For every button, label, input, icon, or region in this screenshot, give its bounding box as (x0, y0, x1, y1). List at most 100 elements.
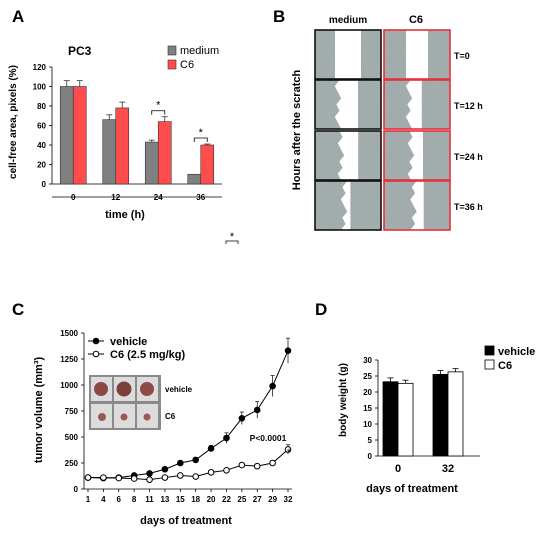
x-tick-label: 32 (442, 463, 454, 475)
x-tick-label: 12 (111, 193, 120, 202)
legend-label: vehicle (110, 336, 147, 348)
time-label: T=36 h (454, 202, 483, 212)
x-tick-label: 18 (191, 495, 200, 504)
scratch-image-grid: T=0 T=12 h T=24 h T=36 h (314, 29, 483, 231)
y-tick-label: 60 (37, 122, 46, 131)
scratch-gap (337, 131, 359, 180)
legend-swatch-vehicle (484, 345, 495, 356)
panel-a: A PC3 cell-free area, pixels (%) time (h… (8, 7, 222, 221)
x-tick-label: 13 (160, 495, 169, 504)
data-point-vehicle (238, 414, 246, 422)
x-tick-label: 22 (222, 495, 231, 504)
data-point-vehicle (207, 445, 215, 452)
data-point-c6 (284, 446, 292, 453)
y-tick-label: 500 (65, 433, 79, 442)
inset-label-vehicle: vehicle (165, 385, 193, 394)
y-tick-label: 1500 (60, 329, 78, 338)
scratch-gap (407, 131, 423, 180)
legend-label: C6 (180, 59, 194, 71)
legend-swatch-c6 (167, 59, 177, 70)
x-axis-label: days of treatment (366, 483, 458, 495)
x-tick-label: 27 (253, 495, 262, 504)
data-point-vehicle (192, 456, 199, 464)
x-tick-label: 20 (207, 495, 216, 504)
tumor-c6 (120, 413, 128, 421)
y-tick-label: 40 (37, 141, 46, 150)
scratch-gap (410, 181, 424, 230)
x-axis-label: days of treatment (140, 515, 232, 527)
scratch-gap (406, 30, 428, 79)
scratch-gap (340, 181, 351, 230)
frame-c6 (383, 130, 451, 181)
time-label: T=12 h (454, 101, 483, 111)
x-tick-label: 6 (117, 495, 122, 504)
x-tick-label: 36 (196, 193, 205, 202)
data-point-c6 (100, 474, 107, 481)
column-label-medium: medium (329, 15, 367, 26)
tumor-vehicle (140, 382, 154, 396)
bar-c6 (115, 107, 130, 185)
x-tick-label: 24 (154, 193, 163, 202)
tumor-c6 (98, 413, 106, 421)
data-point-c6 (269, 459, 276, 467)
data-point-vehicle (161, 465, 169, 473)
y-tick-label: 750 (65, 407, 79, 416)
inset-label-c6: C6 (165, 412, 176, 421)
data-point-vehicle (284, 347, 292, 354)
data-point-vehicle (269, 382, 276, 390)
tumor-photo-inset: vehicle C6 (89, 375, 193, 430)
plot-area: 0 20 40 60 80 100 120 0 12 24 36 * * (33, 63, 222, 202)
legend-marker (92, 350, 100, 358)
scratch-gap (335, 30, 361, 79)
y-tick-label: 100 (33, 83, 47, 92)
frame-medium (314, 79, 382, 130)
frame-c6 (383, 79, 451, 130)
frame-medium (314, 29, 382, 80)
y-tick-label: 30 (363, 356, 372, 365)
bar-medium (144, 141, 159, 185)
y-tick-label: 250 (65, 459, 79, 468)
significance-star: * (156, 100, 161, 112)
data-point-vehicle (253, 406, 261, 414)
time-label: T=0 (454, 51, 470, 61)
y-axis-label: tumor volume (mm³) (33, 356, 45, 463)
data-point-c6 (177, 472, 184, 479)
bar-vehicle (382, 381, 399, 457)
data-point-c6 (130, 475, 138, 482)
data-point-c6 (223, 466, 230, 474)
data-point-c6 (238, 461, 246, 469)
x-tick-label: 0 (395, 463, 401, 475)
bar-medium (187, 173, 202, 185)
legend-label: medium (180, 45, 219, 57)
column-label-c6: C6 (409, 14, 423, 26)
y-tick-label: 0 (368, 452, 373, 461)
panel-label-a: A (12, 7, 24, 26)
y-tick-label: 80 (37, 102, 46, 111)
panel-c: C tumor volume (mm³) days of treatment 0… (12, 300, 293, 527)
y-tick-label: 0 (42, 180, 47, 189)
panel-label-c: C (12, 300, 24, 319)
scratch-gap (334, 80, 358, 129)
bar-c6 (447, 371, 464, 457)
significance-bracket (151, 110, 166, 115)
bar-vehicle (432, 373, 449, 457)
y-tick-label: 20 (363, 388, 372, 397)
data-point-vehicle (177, 459, 184, 467)
tumor-vehicle (94, 382, 108, 396)
time-label: T=24 h (454, 152, 483, 162)
legend-label: C6 (2.5 mg/kg) (110, 349, 186, 361)
x-axis-label: time (h) (105, 209, 145, 221)
y-tick-label: 20 (37, 161, 46, 170)
tumor-c6 (143, 413, 151, 421)
data-point-c6 (115, 474, 123, 482)
legend-swatch-medium (167, 45, 177, 56)
data-point-c6 (146, 476, 153, 483)
frame-medium (314, 180, 382, 231)
bar-medium (102, 119, 117, 185)
bar-medium (59, 86, 74, 185)
scratch-gap (405, 80, 422, 129)
x-tick-label: 15 (176, 495, 185, 504)
data-point-c6 (207, 469, 215, 476)
x-tick-label: 11 (145, 495, 154, 504)
